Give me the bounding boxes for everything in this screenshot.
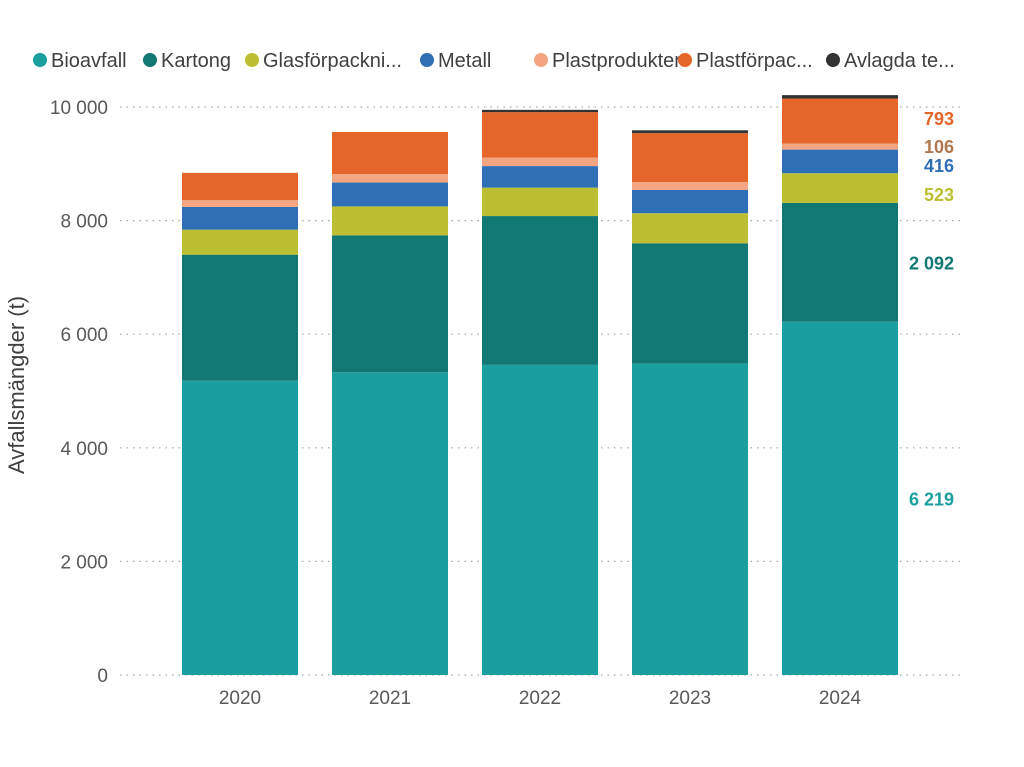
- bar-2022-plastprodukter: [482, 157, 598, 167]
- legend-marker-icon: [33, 53, 47, 67]
- legend-item-kartong[interactable]: Kartong: [143, 50, 231, 72]
- legend-item-bioavfall[interactable]: Bioavfall: [33, 50, 127, 72]
- x-tick-label: 2022: [519, 688, 561, 709]
- bar-2023-kartong: [632, 243, 748, 364]
- legend-label: Plastprodukter: [552, 50, 681, 72]
- legend-label: Metall: [438, 50, 491, 72]
- bar-2022-plastf-rpac: [482, 112, 598, 158]
- data-label: 416: [924, 156, 954, 176]
- data-label: 6 219: [909, 489, 954, 509]
- bar-2024-avlagda-te: [782, 95, 898, 99]
- bar-2020-metall: [182, 206, 298, 230]
- y-axis-label: Avfallsmängder (t): [4, 296, 29, 474]
- bar-2021-kartong: [332, 235, 448, 373]
- bar-2020-plastprodukter: [182, 200, 298, 207]
- legend-item-plastf-rpac[interactable]: Plastförpac...: [678, 50, 813, 72]
- bar-2022-avlagda-te: [482, 109, 598, 113]
- bar-2020-glasf-rpackni: [182, 229, 298, 255]
- bar-2024-plastf-rpac: [782, 98, 898, 144]
- y-axis-ticks: 0 2 000 4 000 6 000 8 000 10 000: [50, 98, 108, 687]
- legend-label: Plastförpac...: [696, 50, 813, 72]
- legend-marker-icon: [420, 53, 434, 67]
- bar-2024-bioavfall: [782, 321, 898, 675]
- bar-2021-plastf-rpac: [332, 131, 448, 175]
- legend-label: Kartong: [161, 50, 231, 72]
- bar-2023-avlagda-te: [632, 130, 748, 134]
- bar-2023-glasf-rpackni: [632, 213, 748, 244]
- data-label: 106: [924, 137, 954, 157]
- bar-2021-glasf-rpackni: [332, 206, 448, 236]
- y-tick-label: 0: [97, 666, 108, 687]
- bar-2020-kartong: [182, 254, 298, 381]
- legend-item-avlagda-te[interactable]: Avlagda te...: [826, 50, 955, 72]
- data-label: 793: [924, 109, 954, 129]
- y-tick-label: 6 000: [60, 325, 108, 346]
- bar-2023-plastprodukter: [632, 181, 748, 190]
- x-tick-label: 2024: [819, 688, 862, 709]
- bar-2024-kartong: [782, 202, 898, 322]
- legend-marker-icon: [143, 53, 157, 67]
- legend-marker-icon: [826, 53, 840, 67]
- y-tick-label: 2 000: [60, 552, 108, 573]
- bar-2020-bioavfall: [182, 380, 298, 675]
- legend-marker-icon: [245, 53, 259, 67]
- y-tick-label: 10 000: [50, 98, 108, 119]
- bar-2022-bioavfall: [482, 364, 598, 675]
- bar-2022-kartong: [482, 216, 598, 365]
- bar-2024-metall: [782, 149, 898, 174]
- bar-2022-metall: [482, 166, 598, 188]
- data-label: 523: [924, 185, 954, 205]
- legend-item-glasf-rpackni[interactable]: Glasförpackni...: [245, 50, 402, 72]
- legend-marker-icon: [534, 53, 548, 67]
- bar-2023-bioavfall: [632, 363, 748, 675]
- x-tick-label: 2021: [369, 688, 411, 709]
- legend-item-metall[interactable]: Metall: [420, 50, 491, 72]
- bar-2022-glasf-rpackni: [482, 187, 598, 217]
- bar-2020-plastf-rpac: [182, 172, 298, 201]
- legend-label: Bioavfall: [51, 50, 127, 72]
- y-tick-label: 8 000: [60, 212, 108, 233]
- data-label: 2 092: [909, 253, 954, 273]
- y-tick-label: 4 000: [60, 439, 108, 460]
- bar-2023-metall: [632, 189, 748, 214]
- x-tick-label: 2023: [669, 688, 711, 709]
- legend-marker-icon: [678, 53, 692, 67]
- legend-item-plastprodukter[interactable]: Plastprodukter: [534, 50, 681, 72]
- legend: Bioavfall Kartong Glasförpackni... Metall Pl…: [33, 50, 955, 72]
- bar-2021-metall: [332, 182, 448, 207]
- bar-2024-plastprodukter: [782, 143, 898, 150]
- x-axis-ticks: 2020 2021 2022 2023 2024: [219, 688, 862, 709]
- bar-2021-bioavfall: [332, 372, 448, 675]
- bar-2021-plastprodukter: [332, 174, 448, 183]
- bar-2023-plastf-rpac: [632, 133, 748, 182]
- legend-label: Avlagda te...: [844, 50, 955, 72]
- legend-label: Glasförpackni...: [263, 50, 402, 72]
- bars: [182, 95, 898, 675]
- bar-2024-glasf-rpackni: [782, 173, 898, 203]
- x-tick-label: 2020: [219, 688, 261, 709]
